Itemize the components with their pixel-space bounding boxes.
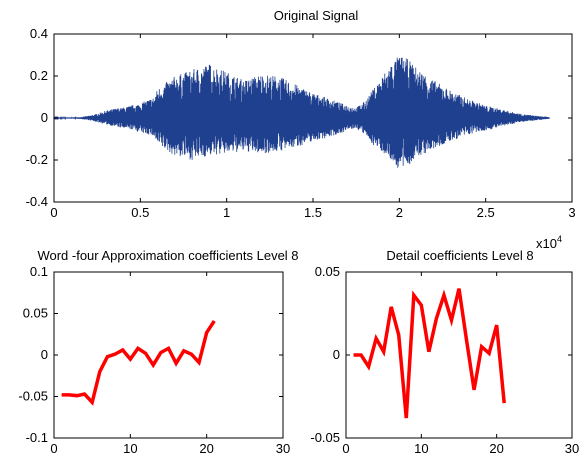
y-tick-label: 0 (41, 347, 48, 362)
y-tick-label: 0.1 (30, 264, 48, 279)
x-tick-label: 30 (276, 441, 290, 456)
x-tick-label: 1 (223, 205, 230, 220)
y-tick-label: 0.05 (23, 306, 48, 321)
x-tick-label: 30 (565, 441, 579, 456)
original-signal-plot: Original Signal 0 0.5 1 1.5 2 2.5 3 -0.4 -0.2 0 0.… (26, 8, 576, 251)
y-tick-label: -0.4 (26, 194, 48, 209)
approximation-plot-area (54, 272, 283, 438)
approximation-coefficients-title: Word -four Approximation coefficients Le… (37, 248, 298, 263)
x-tick-label: 0 (50, 205, 57, 220)
x-tick-label: 10 (123, 441, 137, 456)
x-tick-label: 2 (396, 205, 403, 220)
x-tick-label: 2.5 (477, 205, 495, 220)
original-signal-title: Original Signal (274, 8, 359, 23)
x-tick-label: 1.5 (304, 205, 322, 220)
y-tick-label: 0 (333, 347, 340, 362)
y-tick-label: -0.1 (26, 430, 48, 445)
detail-coefficients-title: Detail coefficients Level 8 (386, 248, 533, 263)
x-tick-label: 3 (568, 205, 575, 220)
y-tick-label: 0 (41, 110, 48, 125)
y-tick-label: -0.05 (18, 389, 48, 404)
y-tick-label: 0.2 (30, 68, 48, 83)
signal-waveform (53, 57, 550, 168)
y-tick-label: 0.4 (30, 26, 48, 41)
x-tick-label: 0 (342, 441, 349, 456)
x-tick-label: 0 (50, 441, 57, 456)
x-tick-label: 0.5 (131, 205, 149, 220)
y-tick-label: -0.05 (310, 430, 340, 445)
approximation-coefficients-plot: Word -four Approximation coefficients Le… (18, 248, 298, 456)
x-tick-label: 20 (489, 441, 503, 456)
x-tick-label: 20 (199, 441, 213, 456)
x-multiplier-label: x104 (536, 234, 562, 251)
y-tick-label: 0.05 (315, 264, 340, 279)
x-tick-label: 10 (414, 441, 428, 456)
y-tick-label: -0.2 (26, 152, 48, 167)
detail-coefficients-plot: Detail coefficients Level 8 0 10 20 30 -0.05… (310, 248, 579, 456)
